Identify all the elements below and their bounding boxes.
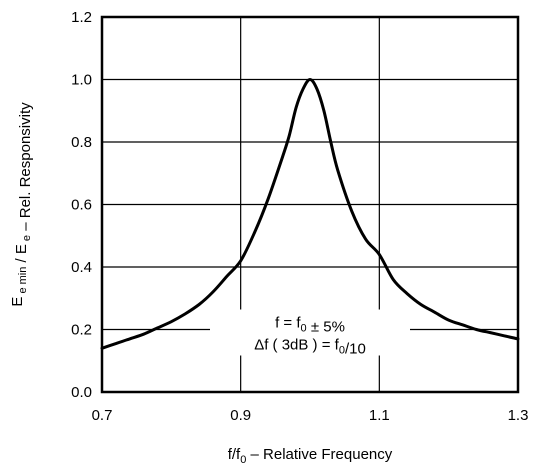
y-axis-label: E e min / E e – Rel. Responsivity xyxy=(9,102,34,307)
tick-labels: 0.0 0.2 0.4 0.6 0.8 1.0 1.2 0.7 0.9 1.1 1.3 xyxy=(71,9,528,424)
y-tick-label: 0.6 xyxy=(71,197,92,214)
y-tick-label: 0.0 xyxy=(71,384,92,401)
annotation-line-2: Δf ( 3dB ) = f0/10 xyxy=(254,337,366,358)
y-tick-label: 1.0 xyxy=(71,72,92,89)
annotation-background xyxy=(210,309,410,356)
x-tick-label: 1.1 xyxy=(369,407,390,424)
y-tick-label: 0.4 xyxy=(71,259,92,276)
y-tick-label: 1.2 xyxy=(71,9,92,26)
plot-frame xyxy=(100,15,520,394)
y-tick-label: 0.8 xyxy=(71,134,92,151)
annotation-line-1: f = f0 ± 5% xyxy=(275,315,345,336)
y-tick-label: 0.2 xyxy=(71,322,92,339)
x-axis-label: f/f0 – Relative Frequency xyxy=(228,446,393,466)
responsivity-curve xyxy=(100,78,520,350)
x-tick-label: 1.3 xyxy=(508,407,529,424)
x-tick-label: 0.9 xyxy=(230,407,251,424)
x-tick-label: 0.7 xyxy=(92,407,113,424)
annotation: f = f0 ± 5% Δf ( 3dB ) = f0/10 xyxy=(210,309,410,358)
